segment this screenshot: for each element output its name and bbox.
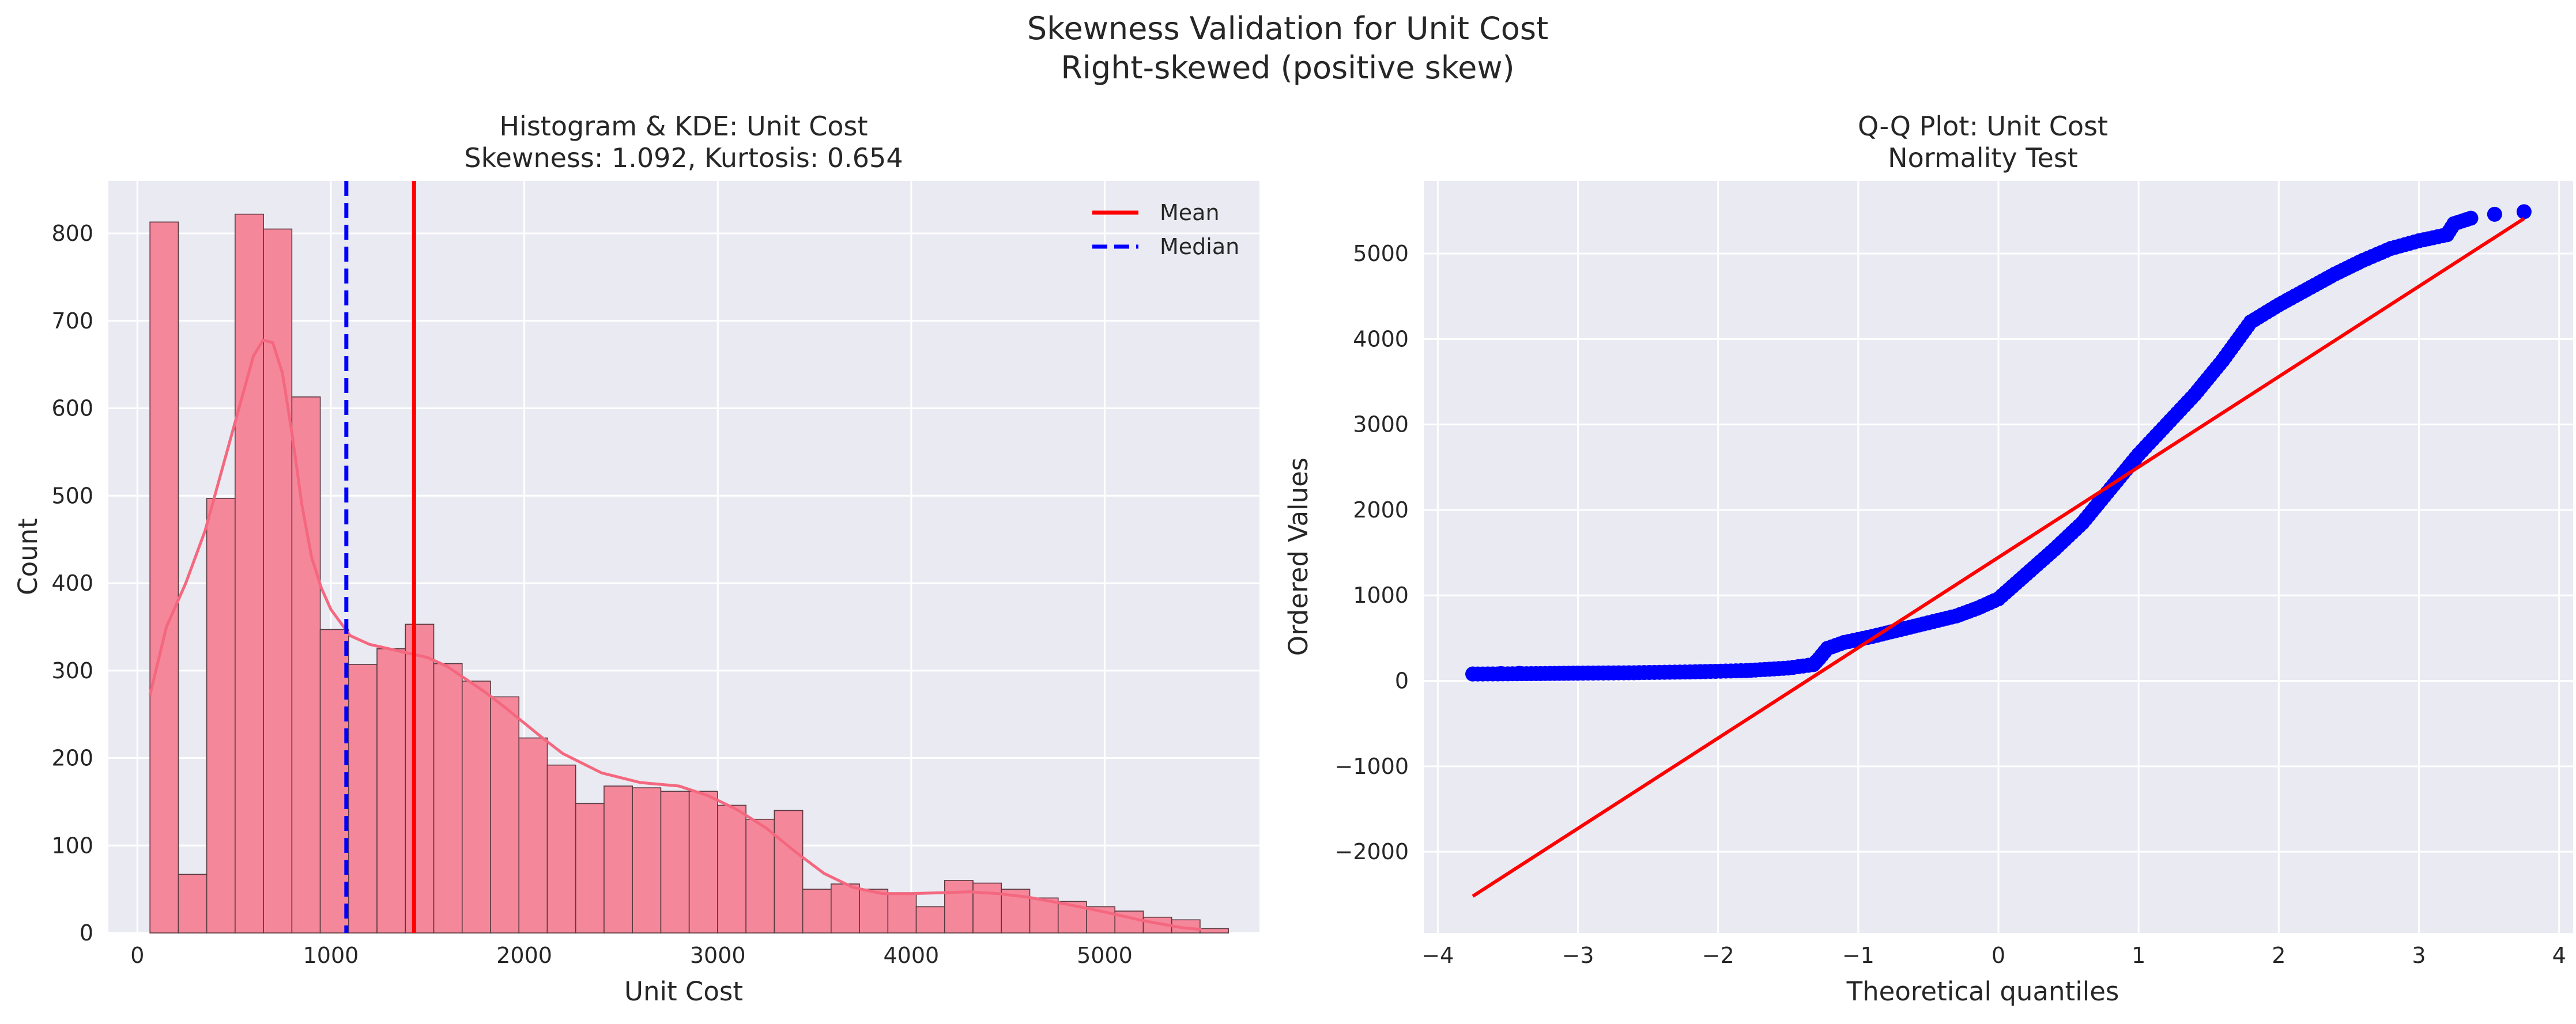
hist-y-tick-2: 200 — [51, 746, 93, 771]
histogram-bar-24 — [831, 883, 860, 934]
hist-y-tick-6: 600 — [51, 396, 93, 421]
hist-y-tick-5: 500 — [51, 483, 93, 508]
qq-y-tick-1: −1000 — [1334, 754, 1409, 779]
qq-x-tick-5: 1 — [2132, 943, 2145, 968]
figure-title: Skewness Validation for Unit Cost — [1027, 10, 1548, 47]
histogram-bar-28 — [944, 880, 974, 934]
histogram-bar-37 — [1200, 928, 1229, 934]
qq-x-tick-4: 0 — [1992, 943, 2005, 968]
histogram-bars — [149, 213, 1229, 934]
hist-x-tick-5: 5000 — [1077, 943, 1133, 968]
histogram-bar-4 — [263, 228, 293, 934]
histogram-bar-25 — [859, 889, 889, 934]
histogram-bar-20 — [717, 804, 746, 934]
histogram-bar-7 — [348, 664, 378, 934]
histogram-bar-14 — [546, 764, 576, 934]
qq-reference-line — [1472, 217, 2525, 898]
legend-mean-label: Mean — [1160, 200, 1220, 225]
figure-subtitle: Right-skewed (positive skew) — [1061, 50, 1514, 86]
histogram-bar-15 — [575, 803, 605, 934]
qq-y-axis-label: Ordered Values — [1283, 458, 1314, 656]
histogram-bar-12 — [490, 696, 520, 934]
qq-point-244 — [1493, 666, 1508, 681]
histogram-panel: 0 1000 2000 3000 4000 5000 0 100 200 300 400 500 60… — [13, 111, 1259, 1007]
histogram-bar-2 — [206, 498, 236, 934]
histogram-bar-8 — [376, 648, 406, 934]
hist-y-tick-1: 100 — [51, 833, 93, 858]
qq-y-tick-2: 0 — [1395, 668, 1409, 694]
qq-x-axis-label: Theoretical quantiles — [1846, 976, 2119, 1007]
qq-point-245 — [1511, 666, 1527, 681]
qq-y-tick-7: 5000 — [1353, 241, 1409, 266]
qq-y-tick-0: −2000 — [1334, 839, 1409, 864]
qq-x-tick-0: −4 — [1421, 943, 1454, 968]
qq-x-tick-8: 4 — [2552, 943, 2566, 968]
histogram-y-axis-label: Count — [13, 518, 43, 595]
histogram-y-tick-labels: 0 100 200 300 400 500 600 700 800 — [51, 221, 93, 946]
histogram-bar-0 — [149, 221, 179, 934]
histogram-bar-13 — [518, 737, 548, 934]
hist-y-tick-3: 300 — [51, 658, 93, 683]
histogram-bar-23 — [802, 889, 832, 934]
histogram-bar-1 — [178, 874, 208, 934]
qq-x-tick-labels: −4 −3 −2 −1 0 1 2 3 4 — [1421, 943, 2566, 968]
qq-x-tick-2: −2 — [1702, 943, 1734, 968]
histogram-bar-18 — [660, 791, 690, 934]
histogram-bar-5 — [291, 396, 321, 934]
qq-x-tick-6: 2 — [2272, 943, 2285, 968]
histogram-bar-16 — [604, 785, 633, 934]
hist-x-tick-0: 0 — [130, 943, 144, 968]
histogram-bar-9 — [405, 624, 435, 934]
qq-y-tick-6: 4000 — [1353, 326, 1409, 352]
qq-y-tick-5: 3000 — [1353, 412, 1409, 437]
hist-x-tick-2: 2000 — [496, 943, 552, 968]
qq-point-246 — [2487, 206, 2502, 222]
kde-curve — [148, 338, 1202, 931]
qq-plot-panel: −4 −3 −2 −1 0 1 2 3 4 −2000 −1000 0 1000 2000 3000 400… — [1283, 111, 2573, 1007]
qq-x-tick-1: −3 — [1562, 943, 1594, 968]
histogram-legend: Mean Median — [1092, 200, 1239, 259]
histogram-bar-27 — [915, 906, 945, 934]
histogram-x-tick-labels: 0 1000 2000 3000 4000 5000 — [130, 943, 1133, 968]
histogram-bar-10 — [433, 663, 463, 934]
qq-plot-title: Q-Q Plot: Unit Cost — [1858, 111, 2108, 142]
hist-y-tick-8: 800 — [51, 221, 93, 246]
qq-y-tick-3: 1000 — [1353, 583, 1409, 608]
histogram-bar-21 — [745, 818, 775, 934]
histogram-bar-11 — [461, 681, 491, 934]
histogram-bar-19 — [688, 791, 718, 934]
histogram-bar-26 — [887, 892, 917, 934]
histogram-x-axis-label: Unit Cost — [624, 976, 743, 1007]
histogram-subtitle: Skewness: 1.092, Kurtosis: 0.654 — [464, 142, 903, 173]
qq-point-247 — [2516, 204, 2532, 220]
hist-x-tick-4: 4000 — [884, 943, 940, 968]
hist-y-tick-0: 0 — [80, 920, 93, 946]
qq-y-tick-4: 2000 — [1353, 497, 1409, 523]
qq-point-243 — [1465, 666, 1481, 682]
qq-x-tick-7: 3 — [2412, 943, 2426, 968]
qq-point-242 — [2463, 210, 2479, 226]
hist-x-tick-1: 1000 — [303, 943, 359, 968]
histogram-bar-22 — [774, 810, 804, 934]
hist-y-tick-7: 700 — [51, 308, 93, 334]
histogram-bar-31 — [1029, 897, 1059, 934]
hist-x-tick-3: 3000 — [690, 943, 746, 968]
qq-x-tick-3: −1 — [1842, 943, 1875, 968]
histogram-bar-29 — [972, 882, 1002, 934]
histogram-bar-3 — [235, 213, 264, 934]
legend-median-label: Median — [1160, 234, 1239, 259]
qq-plot-subtitle: Normality Test — [1888, 142, 2078, 173]
histogram-title: Histogram & KDE: Unit Cost — [499, 111, 868, 142]
qq-y-tick-labels: −2000 −1000 0 1000 2000 3000 4000 5000 — [1334, 241, 1409, 864]
hist-y-tick-4: 400 — [51, 570, 93, 596]
histogram-bar-17 — [632, 787, 662, 934]
